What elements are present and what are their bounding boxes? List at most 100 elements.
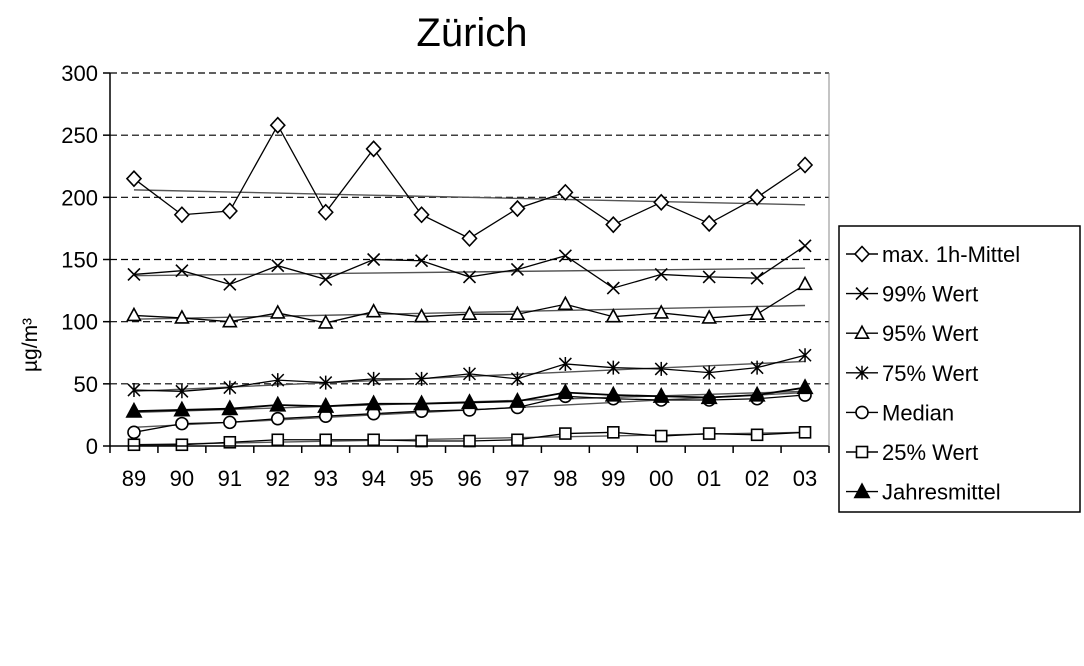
data-point	[796, 378, 814, 395]
data-point	[319, 272, 333, 286]
data-point	[700, 388, 718, 405]
data-point	[508, 391, 526, 408]
data-point	[223, 380, 237, 395]
data-point	[748, 385, 766, 402]
data-point	[557, 295, 574, 311]
x-tick-label: 93	[313, 466, 337, 491]
data-point	[510, 371, 524, 386]
data-point	[127, 267, 141, 281]
data-point	[415, 371, 429, 386]
data-point	[221, 202, 238, 220]
data-point	[701, 214, 718, 233]
data-point	[175, 438, 189, 452]
data-point	[749, 305, 765, 321]
data-point	[796, 156, 814, 174]
data-point	[367, 371, 381, 386]
data-point	[798, 348, 812, 363]
data-point	[319, 433, 333, 447]
data-point	[654, 429, 668, 443]
data-point	[749, 188, 766, 207]
x-tick-label: 89	[122, 466, 146, 491]
series-triangle-open	[126, 275, 813, 329]
data-point	[604, 385, 622, 402]
y-tick-label: 200	[61, 185, 98, 210]
data-point	[558, 249, 572, 263]
legend-label: 95% Wert	[882, 321, 978, 346]
legend-label: Median	[882, 400, 954, 425]
data-point	[413, 394, 431, 411]
series-asterisk	[127, 348, 812, 399]
legend-marker	[853, 482, 871, 499]
x-tick-label: 95	[409, 466, 433, 491]
legend: max. 1h-Mittel 99% Wert 95% Wert 75% Wert Me…	[838, 225, 1081, 513]
data-point	[557, 183, 574, 202]
data-point	[125, 401, 143, 418]
data-point	[367, 252, 381, 267]
data-point	[125, 170, 143, 188]
y-tick-label: 50	[74, 372, 98, 397]
grid	[110, 72, 829, 385]
data-point	[221, 312, 238, 328]
data-point	[797, 275, 813, 291]
series-diamond	[125, 116, 814, 248]
data-point	[556, 383, 574, 400]
trend-line	[133, 189, 806, 206]
x-tick-label: 02	[745, 466, 769, 491]
legend-label: 25% Wert	[882, 440, 978, 465]
y-tick-label: 150	[61, 248, 98, 273]
data-point	[606, 360, 620, 375]
data-point	[367, 433, 380, 447]
data-point	[271, 373, 285, 388]
data-point	[653, 193, 670, 211]
data-point	[223, 415, 237, 430]
x-tick-label: 99	[601, 466, 625, 491]
series-triangle-filled	[125, 378, 814, 418]
data-point	[319, 375, 333, 390]
data-point	[798, 239, 812, 253]
data-point	[175, 264, 189, 278]
data-point	[127, 383, 141, 398]
legend-label: 75% Wert	[882, 361, 978, 386]
data-point	[175, 384, 189, 399]
data-point	[605, 308, 622, 323]
y-tick-label: 250	[61, 123, 98, 148]
data-point	[223, 277, 237, 291]
series-lines	[125, 116, 814, 452]
data-point	[221, 399, 239, 416]
trend-line	[133, 267, 806, 277]
x-tick-label: 03	[793, 466, 817, 491]
data-point	[317, 314, 334, 329]
data-point	[317, 203, 334, 221]
data-point	[750, 271, 764, 285]
data-point	[271, 433, 285, 447]
data-point	[269, 304, 286, 319]
data-point	[558, 356, 572, 371]
data-point	[606, 426, 620, 439]
legend-marker	[855, 287, 869, 301]
legend-marker	[855, 365, 869, 380]
x-tick-label: 90	[170, 466, 194, 491]
data-point	[269, 395, 287, 412]
data-point	[653, 304, 670, 319]
data-point	[509, 305, 526, 321]
data-point	[510, 262, 524, 277]
data-point	[413, 206, 430, 224]
data-point	[270, 411, 285, 426]
x-tick-label: 91	[218, 466, 242, 491]
y-tick-label: 0	[86, 434, 98, 459]
data-point	[365, 140, 382, 158]
x-tick-label: 98	[553, 466, 577, 491]
data-point	[175, 416, 189, 431]
legend-marker	[853, 245, 871, 263]
data-point	[750, 428, 764, 442]
data-point	[461, 229, 478, 248]
data-point	[605, 216, 622, 234]
data-point	[365, 394, 383, 411]
x-tick-label: 97	[505, 466, 529, 491]
data-point	[126, 306, 142, 322]
data-point	[415, 254, 429, 268]
data-point	[173, 206, 190, 224]
data-point	[702, 365, 716, 380]
data-point	[559, 427, 572, 440]
chart-title: Zürich	[416, 11, 527, 55]
